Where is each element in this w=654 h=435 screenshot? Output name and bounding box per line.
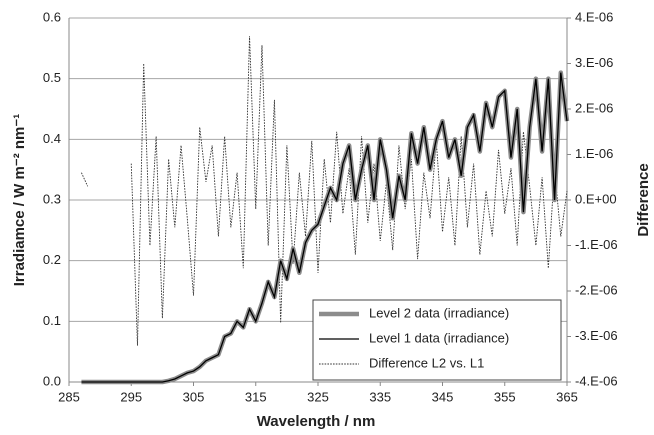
y2-tick-label: -3.E-06: [575, 328, 618, 343]
legend-label: Level 1 data (irradiance): [369, 330, 509, 345]
x-axis-title: Wavelength / nm: [257, 413, 376, 430]
y2-tick-label: -2.E-06: [575, 282, 618, 297]
x-tick-label: 355: [494, 389, 516, 404]
x-tick-label: 325: [307, 389, 329, 404]
x-tick-label: 365: [556, 389, 578, 404]
legend-label: Difference L2 vs. L1: [369, 355, 484, 370]
y-tick-label: 0.0: [43, 373, 61, 388]
y-tick-label: 0.2: [43, 252, 61, 267]
y-tick-label: 0.6: [43, 9, 61, 24]
series-line: [81, 72, 568, 383]
x-tick-label: 315: [245, 389, 267, 404]
x-tick-label: 305: [183, 389, 205, 404]
y-tick-label: 0.5: [43, 70, 61, 85]
x-tick-label: 345: [432, 389, 454, 404]
x-tick-label: 335: [369, 389, 391, 404]
y2-axis-title: Difference: [635, 163, 652, 236]
legend-label: Level 2 data (irradiance): [369, 305, 509, 320]
y-tick-label: 0.4: [43, 131, 61, 146]
y-axis-title: Irradiamce / W m⁻² nm⁻¹: [11, 114, 28, 287]
y2-tick-label: 0.E+00: [575, 191, 617, 206]
y-tick-label: 0.1: [43, 313, 61, 328]
y2-tick-label: -1.E-06: [575, 237, 618, 252]
y2-tick-label: -4.E-06: [575, 373, 618, 388]
x-tick-label: 295: [120, 389, 142, 404]
y2-tick-label: 3.E-06: [575, 55, 613, 70]
x-tick-label: 285: [58, 389, 80, 404]
y-tick-label: 0.3: [43, 191, 61, 206]
series-line: [81, 36, 568, 346]
y2-tick-label: 4.E-06: [575, 9, 613, 24]
y2-tick-label: 1.E-06: [575, 146, 613, 161]
y2-tick-label: 2.E-06: [575, 100, 613, 115]
